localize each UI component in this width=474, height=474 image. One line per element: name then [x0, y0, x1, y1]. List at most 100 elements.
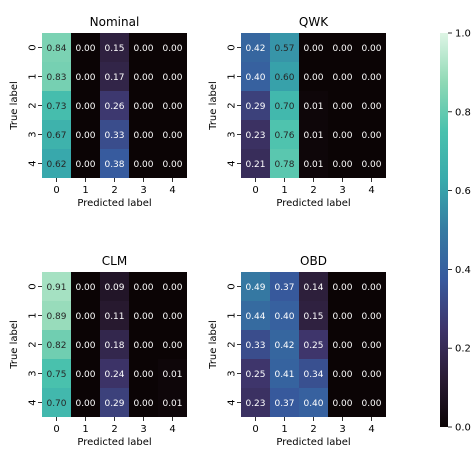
x-tick-label: 2: [111, 185, 117, 196]
heatmap-cell: [100, 120, 129, 149]
x-tick-label: 2: [310, 424, 316, 435]
x-tick-label: 3: [140, 185, 146, 196]
heatmap-cell: [357, 120, 386, 149]
heatmap-cell: [270, 330, 299, 359]
heatmap-cell: [357, 91, 386, 120]
y-axis-label: True label: [208, 320, 219, 370]
cell-value-label: 0.00: [75, 44, 95, 54]
heatmap-cell: [270, 91, 299, 120]
x-tick-label: 1: [281, 424, 287, 435]
heatmap-cell: [241, 120, 270, 149]
heatmap-cell: [328, 33, 357, 62]
heatmap-cell: [42, 272, 71, 301]
cell-value-label: 0.76: [274, 131, 294, 141]
y-axis-label: True label: [9, 320, 20, 370]
y-tick-label: 4: [227, 399, 238, 405]
cell-value-label: 0.25: [303, 341, 323, 351]
heatmap-cell: [42, 91, 71, 120]
y-tick-label: 2: [227, 102, 238, 108]
cell-value-label: 0.09: [104, 283, 124, 293]
heatmap-cell: [158, 330, 187, 359]
heatmap-panel-obd: OBD 0.49 0.37 0.14 0.00 0.00 0.44 0.40 0.15 0.00 0…: [208, 254, 386, 448]
y-tick-label: 2: [28, 102, 39, 108]
heatmap-cell: [158, 62, 187, 91]
heatmap-cell: [270, 120, 299, 149]
cell-value-label: 0.78: [274, 160, 294, 170]
cell-value-label: 0.00: [332, 73, 352, 83]
y-tick-label: 0: [28, 44, 39, 50]
heatmap-cell: [100, 359, 129, 388]
cell-value-label: 0.23: [245, 131, 265, 141]
heatmap-cell: [42, 388, 71, 417]
cell-value-label: 0.49: [245, 283, 265, 293]
heatmap-cell: [270, 388, 299, 417]
cell-value-label: 0.00: [162, 131, 182, 141]
cell-value-label: 0.00: [332, 44, 352, 54]
cell-value-label: 0.29: [104, 399, 124, 409]
y-tick-label: 2: [227, 341, 238, 347]
heatmap-cell: [241, 33, 270, 62]
heatmap-panel-nominal: Nominal 0.84 0.00 0.15 0.00 0.00 0.83 0.00 0.17 0…: [9, 15, 187, 209]
heatmap-cell: [241, 272, 270, 301]
cell-value-label: 0.00: [332, 283, 352, 293]
heatmap-cell: [241, 388, 270, 417]
heatmap-cell: [357, 33, 386, 62]
cell-value-label: 0.00: [332, 341, 352, 351]
cell-value-label: 0.91: [46, 283, 66, 293]
cell-value-label: 0.00: [75, 312, 95, 322]
heatmap-cell: [270, 301, 299, 330]
x-tick-label: 0: [53, 424, 59, 435]
heatmap-cell: [158, 301, 187, 330]
heatmap-cell: [129, 149, 158, 178]
heatmap-cell: [100, 330, 129, 359]
y-axis-label: True label: [9, 81, 20, 131]
cell-value-label: 0.00: [133, 283, 153, 293]
heatmap-panel-qwk: QWK 0.42 0.57 0.00 0.00 0.00 0.40 0.60 0.00 0.00 0…: [208, 15, 386, 209]
y-tick-label: 1: [227, 312, 238, 318]
cell-value-label: 0.60: [274, 73, 294, 83]
cell-value-label: 0.21: [245, 160, 265, 170]
cell-value-label: 0.00: [332, 160, 352, 170]
cell-value-label: 0.15: [104, 44, 124, 54]
heatmap-cell: [158, 388, 187, 417]
cell-value-label: 0.01: [303, 131, 323, 141]
heatmap-cell: [299, 62, 328, 91]
heatmap-cell: [299, 91, 328, 120]
x-tick-label: 0: [252, 185, 258, 196]
cell-value-label: 0.00: [133, 73, 153, 83]
heatmap-cell: [328, 388, 357, 417]
heatmap-cell: [129, 388, 158, 417]
cell-value-label: 0.00: [361, 131, 381, 141]
cell-value-label: 0.70: [46, 399, 66, 409]
cell-value-label: 0.82: [46, 341, 66, 351]
cell-value-label: 0.11: [104, 312, 124, 322]
cell-value-label: 0.00: [361, 102, 381, 112]
heatmap-cell: [328, 149, 357, 178]
heatmap-cell: [42, 120, 71, 149]
cell-value-label: 0.75: [46, 370, 66, 380]
heatmap-cell: [299, 120, 328, 149]
heatmap-cell: [71, 91, 100, 120]
cell-value-label: 0.00: [75, 399, 95, 409]
heatmap-cell: [158, 359, 187, 388]
colorbar-tick-label: 0.0: [455, 423, 471, 434]
heatmap-cell: [299, 359, 328, 388]
cell-value-label: 0.00: [332, 131, 352, 141]
cell-value-label: 0.33: [245, 341, 265, 351]
panel-title: CLM: [102, 254, 127, 268]
cell-value-label: 0.00: [332, 102, 352, 112]
colorbar-tick-label: 1.0: [455, 29, 471, 40]
x-tick-label: 0: [53, 185, 59, 196]
cell-value-label: 0.00: [75, 131, 95, 141]
cell-value-label: 0.01: [303, 102, 323, 112]
y-tick-label: 4: [28, 399, 39, 405]
y-tick-label: 3: [28, 370, 39, 376]
heatmap-cell: [357, 272, 386, 301]
heatmap-cell: [357, 62, 386, 91]
heatmap-cell: [328, 91, 357, 120]
y-tick-label: 1: [28, 312, 39, 318]
x-tick-label: 1: [82, 424, 88, 435]
heatmap-cell: [100, 91, 129, 120]
heatmap-cell: [100, 33, 129, 62]
